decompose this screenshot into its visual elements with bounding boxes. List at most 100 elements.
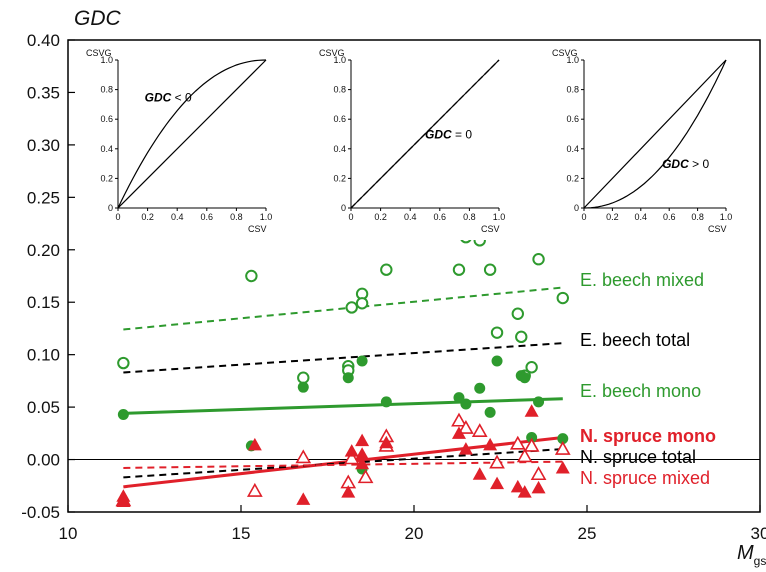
inset-y-tick-label: 0 bbox=[108, 203, 113, 213]
point-beech-mono bbox=[342, 372, 354, 384]
inset-y-tick-label: 1.0 bbox=[566, 55, 579, 65]
inset-y-tick-label: 0.8 bbox=[566, 85, 579, 95]
point-beech-mixed bbox=[511, 307, 524, 320]
inset-lorenz-curve bbox=[350, 59, 500, 209]
point-spruce-mono bbox=[517, 485, 532, 498]
data-points-group bbox=[115, 220, 571, 508]
point-spruce-mono bbox=[355, 433, 370, 447]
point-spruce-mixed bbox=[554, 440, 571, 455]
legend-label-n-spruce-mixed: N. spruce mixed bbox=[580, 468, 710, 488]
point-spruce-mono bbox=[341, 485, 356, 498]
fit-line-e-beech-total bbox=[123, 342, 563, 374]
point-beech-mono bbox=[356, 355, 368, 367]
point-beech-mono bbox=[491, 355, 503, 367]
point-spruce-mono bbox=[116, 494, 131, 508]
point-spruce-mono bbox=[458, 442, 473, 455]
fit-line-n-spruce-total bbox=[123, 448, 563, 479]
inset-y-tick-label: 1.0 bbox=[100, 55, 113, 65]
inset-x-tick-label: 0.6 bbox=[663, 212, 676, 222]
legend-group: E. beech mixed E. beech total E. beech mon… bbox=[580, 270, 716, 488]
point-spruce-mono bbox=[524, 404, 539, 417]
y-tick-label: 0.40 bbox=[27, 31, 60, 50]
point-beech-mono bbox=[526, 432, 538, 444]
inset-x-tick-label: 0.4 bbox=[171, 212, 184, 222]
point-spruce-mixed bbox=[516, 448, 533, 463]
point-beech-mono bbox=[557, 433, 569, 445]
inset-x-tick-label: 0.4 bbox=[635, 212, 648, 222]
point-beech-mixed bbox=[532, 253, 545, 266]
inset-2: 000.20.20.40.40.60.60.80.81.01.0CSVGCSVG… bbox=[311, 46, 521, 240]
inset-y-label: CSVG bbox=[86, 48, 112, 58]
y-tick-label: 0.00 bbox=[27, 451, 60, 470]
x-tick-label: 10 bbox=[59, 524, 78, 543]
legend-label-e-beech-total: E. beech total bbox=[580, 330, 690, 350]
inset-x-label: CSV bbox=[481, 224, 500, 234]
point-beech-mixed bbox=[117, 356, 130, 370]
inset-y-label: CSVG bbox=[319, 48, 345, 58]
point-spruce-mixed bbox=[343, 450, 360, 465]
point-beech-mono bbox=[519, 372, 531, 384]
point-spruce-mono bbox=[355, 447, 370, 460]
point-spruce-mixed bbox=[295, 449, 312, 464]
x-axis-title-main: M bbox=[737, 542, 754, 564]
inset-y-tick-label: 0.6 bbox=[333, 114, 346, 124]
inset-y-tick-label: 0.8 bbox=[100, 85, 113, 95]
fit-line-n-spruce-mixed bbox=[123, 460, 563, 469]
fit-line-e-beech-mixed bbox=[123, 286, 563, 331]
point-spruce-mono bbox=[379, 435, 394, 449]
inset-diagonal-line bbox=[583, 59, 727, 209]
point-beech-mono bbox=[297, 381, 309, 393]
y-tick-label: 0.20 bbox=[27, 241, 60, 260]
point-beech-mixed bbox=[483, 263, 497, 276]
inset-annotation-relation: > 0 bbox=[689, 157, 710, 171]
inset-annotation: GDC = 0 bbox=[425, 127, 472, 141]
point-spruce-mono bbox=[296, 492, 311, 505]
inset-annotation-relation: = 0 bbox=[452, 127, 473, 141]
x-tick-label: 25 bbox=[578, 524, 597, 543]
inset-y-tick-label: 0.2 bbox=[100, 173, 113, 183]
inset-y-tick-label: 0.6 bbox=[100, 114, 113, 124]
y-tick-label: 0.25 bbox=[27, 188, 60, 207]
point-beech-mixed bbox=[490, 326, 504, 339]
inset-x-tick-label: 1.0 bbox=[493, 212, 506, 222]
point-spruce-mono bbox=[472, 467, 487, 480]
y-tick-label: 0.35 bbox=[27, 83, 60, 102]
inset-x-tick-label: 0 bbox=[348, 212, 353, 222]
point-spruce-mono bbox=[355, 456, 370, 470]
x-tick-label: 30 bbox=[751, 524, 766, 543]
inset-y-tick-label: 0.8 bbox=[333, 85, 346, 95]
inset-x-tick-label: 0.8 bbox=[463, 212, 476, 222]
point-beech-mixed bbox=[380, 263, 393, 276]
inset-diagonal-line bbox=[117, 59, 267, 209]
x-axis-title: Mgs bbox=[737, 542, 766, 568]
point-beech-mono bbox=[474, 382, 486, 394]
fit-line-e-beech-mono bbox=[123, 397, 563, 415]
point-spruce-mono bbox=[483, 437, 498, 451]
point-beech-mono bbox=[460, 398, 472, 410]
point-spruce-mono bbox=[451, 426, 466, 439]
point-beech-mixed bbox=[355, 297, 369, 310]
inset-annotation: GDC < 0 bbox=[145, 90, 192, 104]
point-beech-mono bbox=[380, 396, 392, 408]
axes-group: -0.050.000.050.100.150.200.250.300.350.4… bbox=[21, 31, 766, 543]
point-spruce-mixed bbox=[523, 437, 540, 452]
y-tick-label: 0.30 bbox=[27, 136, 60, 155]
point-spruce-mono bbox=[247, 437, 262, 451]
inset-annotation-relation: < 0 bbox=[171, 90, 192, 104]
inset-y-tick-label: 0.4 bbox=[566, 144, 579, 154]
point-beech-mixed bbox=[297, 371, 310, 384]
inset-x-tick-label: 0.8 bbox=[691, 212, 704, 222]
point-spruce-mixed bbox=[471, 423, 488, 438]
inset-annotation-symbol: GDC bbox=[662, 157, 689, 171]
inset-annotation-symbol: GDC bbox=[145, 90, 172, 104]
inset-x-tick-label: 0.8 bbox=[230, 212, 243, 222]
point-beech-mono bbox=[117, 408, 129, 420]
legend-label-n-spruce-total: N. spruce total bbox=[580, 447, 696, 467]
point-spruce-mixed bbox=[489, 454, 505, 469]
y-tick-label: 0.10 bbox=[27, 346, 60, 365]
inset-annotation-symbol: GDC bbox=[425, 127, 452, 141]
insets-group: 000.20.20.40.40.60.60.80.81.01.0CSVGCSVG… bbox=[78, 46, 748, 240]
inset-y-tick-label: 0 bbox=[341, 203, 346, 213]
inset-x-tick-label: 0 bbox=[581, 212, 586, 222]
inset-x-tick-label: 1.0 bbox=[260, 212, 273, 222]
